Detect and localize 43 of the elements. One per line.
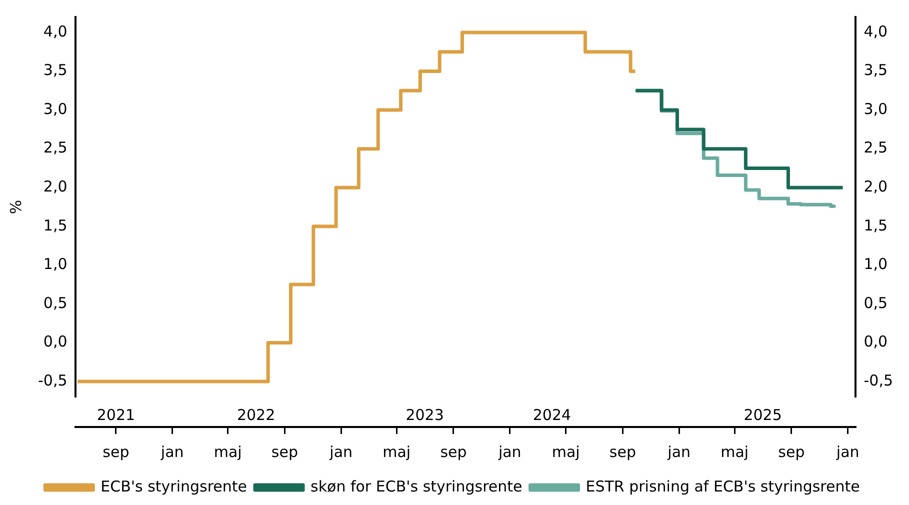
x-tick-label: maj [214,442,242,461]
x-tick-label: jan [160,442,184,461]
y-tick-label: -0,5 [38,371,68,390]
y2-tick-label: 0,0 [864,332,888,351]
x-tick-label: jan [835,442,860,461]
y-axis-title: % [6,200,25,214]
y2-tick-label: 1,5 [864,216,888,234]
x-tick-label: sep [440,442,467,461]
x2-tick-label: 2021 [96,406,136,424]
y-tick-label: 2,0 [43,178,68,196]
x2-tick-label: 2024 [532,406,572,424]
y2-tick-label: 3,0 [864,100,888,118]
x2-tick-label: 2023 [406,406,444,424]
y-tick-label: 4,0 [43,22,68,40]
legend-label: ECB's styringsrente [100,477,248,496]
y-tick-label: 0,5 [43,294,68,312]
y2-tick-label: 2,0 [864,178,888,196]
y-tick-label: 1,5 [43,216,68,234]
legend-label: ESTR prisning af ECB's styringsrente [586,477,860,496]
x-tick-label: sep [609,442,636,461]
x-tick-label: sep [271,442,298,461]
legend-label: skøn for ECB's styringsrente [310,477,522,496]
y-tick-label: 0,0 [43,332,68,351]
x-tick-label: sep [102,442,130,461]
y2-tick-label: 3,5 [864,61,888,80]
x-tick-label: sep [778,442,805,461]
x-tick-label: jan [497,442,522,461]
y2-tick-label: 4,0 [864,22,888,40]
y2-tick-label: 2,5 [864,138,888,157]
y-tick-label: 1,0 [43,255,68,274]
y2-tick-label: 1,0 [864,255,888,274]
x-tick-label: jan [328,442,353,461]
x-tick-label: jan [666,442,691,461]
y2-tick-label: 0,5 [864,294,888,312]
x-tick-label: maj [720,442,749,461]
x2-tick-label: 2025 [744,406,782,424]
x-tick-label: maj [382,442,411,461]
x2-tick-label: 2022 [236,406,276,424]
y2-tick-label: -0,5 [864,371,894,390]
y-tick-label: 2,5 [43,138,68,157]
x-tick-label: maj [552,442,580,461]
y-tick-label: 3,5 [43,61,68,80]
y-tick-label: 3,0 [43,100,68,118]
